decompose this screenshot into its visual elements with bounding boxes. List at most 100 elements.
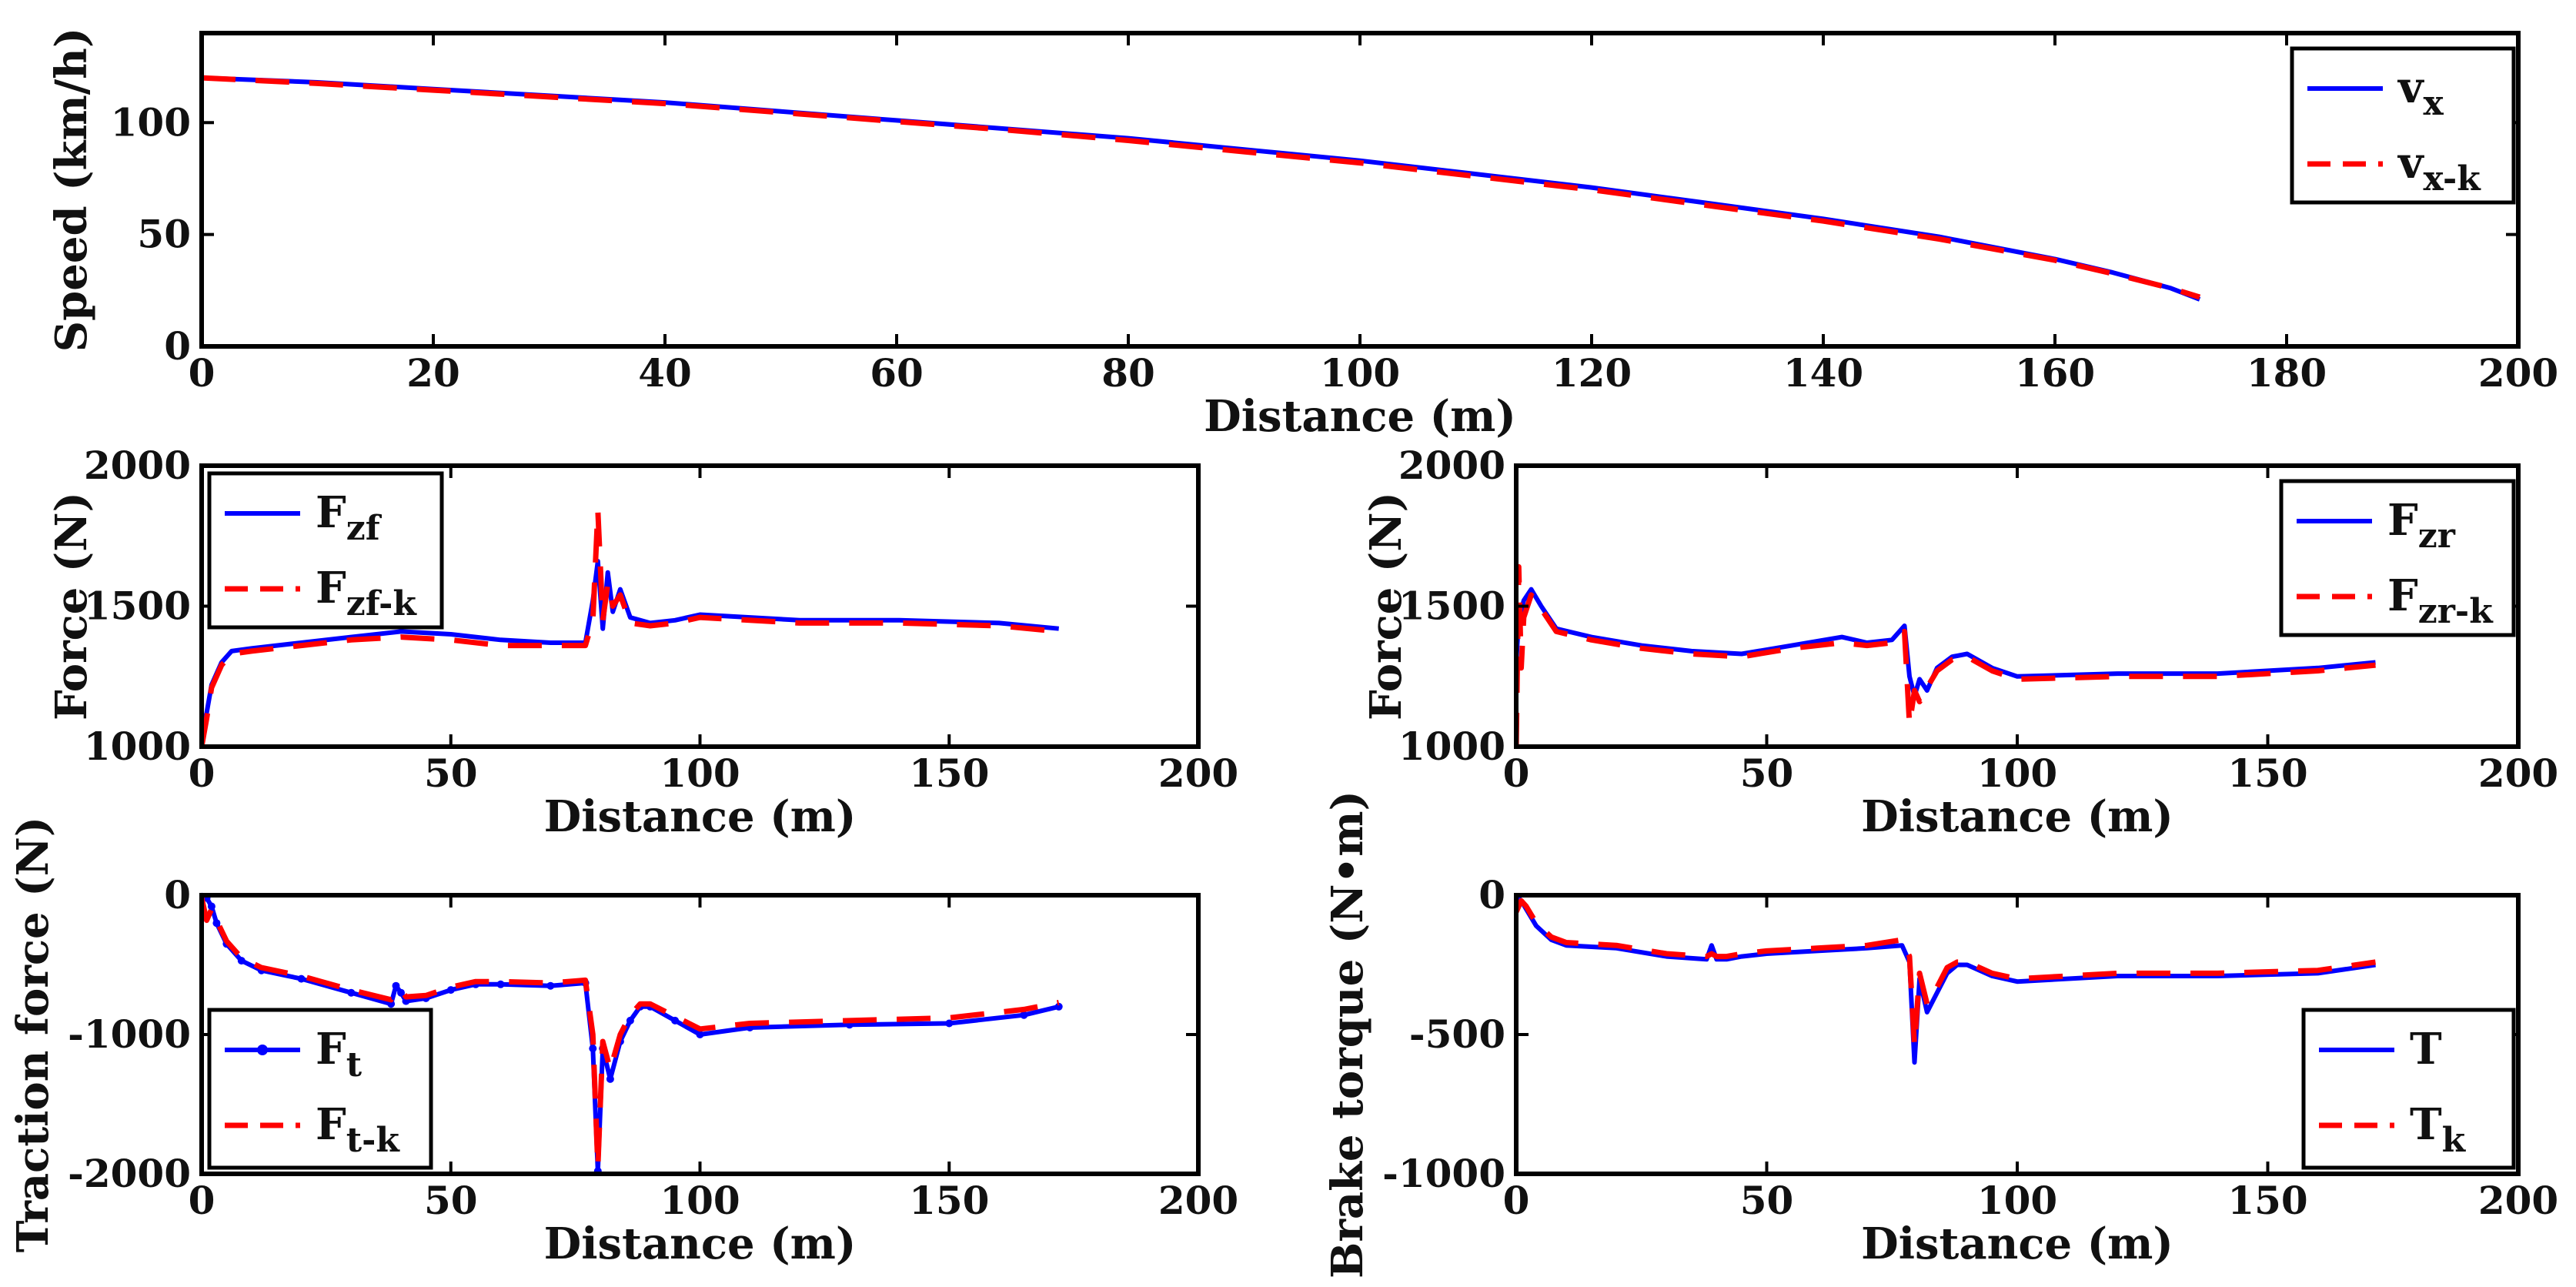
legend-frame	[2290, 46, 2516, 205]
y-tick-label: 100	[111, 99, 191, 145]
data-point-Ft	[207, 902, 216, 911]
legend-label-T: T	[2410, 1024, 2442, 1075]
x-tick-label: 50	[1740, 1178, 1794, 1223]
legend-label-Fzr: Fzr	[2387, 495, 2456, 556]
x-tick-label: 100	[660, 750, 740, 796]
x-tick-label: 0	[1503, 1178, 1530, 1223]
x-tick-label: 150	[909, 750, 989, 796]
series-line-vx-k	[202, 75, 2201, 300]
data-point-Ft	[496, 980, 505, 988]
y-axis-title: Force (N)	[46, 492, 97, 720]
y-tick-label: 1000	[84, 724, 191, 769]
x-tick-label: 50	[424, 750, 478, 796]
x-tick-label: 60	[870, 350, 924, 396]
legend-marker-Ft	[257, 1045, 268, 1055]
series-line-Ft	[202, 894, 1060, 1174]
legend-frame	[207, 1008, 433, 1170]
x-tick-label: 180	[2247, 350, 2327, 396]
x-axis-title: Distance (m)	[1861, 1218, 2173, 1269]
x-tick-label: 160	[2015, 350, 2095, 396]
x-tick-label: 200	[2478, 1178, 2558, 1223]
y-tick-label: -1000	[68, 1011, 191, 1057]
x-tick-label: 100	[1977, 750, 2057, 796]
y-tick-label: 2000	[1398, 443, 1505, 488]
x-tick-label: 200	[1158, 1178, 1238, 1223]
legend-label-main: T	[2410, 1099, 2442, 1150]
x-tick-label: 50	[424, 1178, 478, 1223]
legend-label-main: F	[316, 563, 346, 613]
legend-label-sub: x	[2424, 84, 2444, 123]
data-point-Ft	[297, 974, 306, 983]
x-axis-title: Distance (m)	[544, 1218, 857, 1269]
legend-label-sub: zf-k	[346, 584, 418, 623]
data-point-Ft	[392, 981, 400, 990]
legend-label-sub: zr-k	[2418, 592, 2494, 631]
chart-speed: 0 20 40 60 80 100 120 140 160 180 200050100Distanc…	[46, 28, 2558, 442]
legend-label-Fzf-k: Fzf-k	[316, 563, 417, 623]
x-tick-label: 50	[1740, 750, 1794, 796]
x-tick-label: 100	[1320, 350, 1400, 396]
data-point-Ft	[347, 988, 356, 997]
chart-front-force: 0 50 100 150 200 1000 1500 2000 Distance (m) Forc…	[46, 443, 1238, 842]
x-tick-label: 40	[638, 350, 692, 396]
x-tick-label: 120	[1552, 350, 1632, 396]
y-axis-title: Force (N)	[1361, 492, 1412, 720]
y-tick-label: -500	[1409, 1011, 1505, 1057]
y-tick-label: 0	[164, 323, 191, 369]
x-tick-label: 100	[1977, 1178, 2057, 1223]
data-point-Ft	[1020, 1011, 1028, 1019]
panels: 0 20 40 60 80 100 120 140 160 180 200050100Distanc…	[8, 28, 2558, 1279]
data-point-Ft	[606, 1075, 614, 1083]
series-line-Ft-k	[202, 897, 1060, 1170]
series-group	[202, 892, 1063, 1174]
series-group	[1516, 563, 2376, 747]
legend-label-sub: k	[2442, 1121, 2467, 1160]
series-line-T	[1516, 893, 2376, 1065]
y-tick-label: 1500	[1398, 583, 1505, 629]
y-tick-label: 1500	[84, 583, 191, 629]
x-tick-label: 150	[2227, 1178, 2307, 1223]
x-axis-title: Distance (m)	[1204, 391, 1516, 442]
x-tick-label: 0	[189, 1178, 216, 1223]
data-point-Ft	[945, 1019, 954, 1028]
x-tick-label: 100	[660, 1178, 740, 1223]
x-tick-label: 0	[189, 350, 216, 396]
y-tick-label: 0	[164, 872, 191, 918]
x-tick-label: 20	[406, 350, 460, 396]
data-point-Ft	[446, 986, 455, 994]
series-line-Fzr-k	[1516, 563, 2376, 747]
data-point-Ft	[589, 1045, 597, 1053]
y-tick-label: -2000	[68, 1151, 191, 1196]
legend-label-main: F	[316, 1099, 346, 1150]
legend-label-Ft-k: Ft-k	[316, 1099, 400, 1160]
x-axis-title: Distance (m)	[544, 791, 857, 842]
x-tick-label: 150	[909, 1178, 989, 1223]
y-tick-label: 0	[1478, 872, 1505, 918]
series-line-Fzf-k	[202, 507, 1060, 747]
chart-traction: 0 50 100 150 200 -2000 -1000 0 Distance (m) Tract…	[8, 817, 1238, 1269]
legend-label-main: v	[2397, 62, 2424, 113]
x-tick-label: 150	[2227, 750, 2307, 796]
legend-label-Tk: Tk	[2410, 1099, 2467, 1160]
x-tick-label: 140	[1783, 350, 1863, 396]
legend-label-sub: zf	[346, 509, 383, 548]
data-point-Ft	[212, 919, 221, 928]
y-tick-label: 50	[137, 212, 191, 257]
y-axis-title: Speed (km/h)	[46, 28, 97, 353]
legend-label-sub: t-k	[346, 1121, 401, 1160]
data-point-Ft	[1054, 1002, 1063, 1011]
x-tick-label: 200	[1158, 750, 1238, 796]
chart-rear-force: 0 50 100 150 200 1000 1500 2000 Distance (m) Forc…	[1361, 443, 2558, 842]
x-tick-label: 200	[2478, 350, 2558, 396]
data-point-Ft	[696, 1031, 704, 1038]
legend-label-main: v	[2397, 138, 2424, 189]
legend-frame	[2279, 479, 2516, 637]
legend: TTk	[2301, 1008, 2516, 1170]
x-tick-label: 200	[2478, 750, 2558, 796]
series-group	[202, 75, 2201, 302]
series-line-Fzf	[202, 559, 1059, 730]
data-point-Ft	[237, 957, 246, 965]
data-point-Ft	[397, 988, 405, 997]
x-axis-title: Distance (m)	[1861, 791, 2173, 842]
